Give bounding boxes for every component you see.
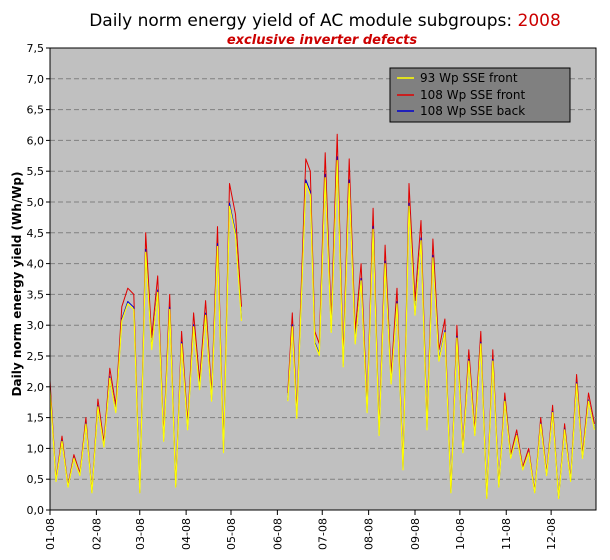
y-tick-label: 3,0 [27,319,45,332]
y-tick-label: 4,5 [27,227,45,240]
x-tick-label: 05-08 [225,518,238,550]
legend-label-108-front: 108 Wp SSE front [420,88,525,102]
series-0 [49,159,596,500]
legend-label-93-front: 93 Wp SSE front [420,71,518,85]
x-tick-label: 07-08 [316,518,329,550]
legend-label-108-back: 108 Wp SSE back [420,104,525,118]
x-tick-label: 11-08 [500,518,513,550]
y-tick-label: 0,5 [27,473,45,486]
y-tick-label: 3,5 [27,288,45,301]
x-tick-label: 08-08 [363,518,376,550]
y-tick-label: 7,5 [27,42,45,55]
y-tick-label: 4,0 [27,258,45,271]
x-tick-label: 02-08 [90,518,103,550]
y-tick-label: 1,0 [27,442,45,455]
y-tick-label: 6,5 [27,104,45,117]
y-tick-label: 1,5 [27,412,45,425]
y-tick-label: 7,0 [27,73,45,86]
series-line-segment [287,159,596,500]
y-tick-label: 6,0 [27,134,45,147]
y-tick-label: 2,5 [27,350,45,363]
y-tick-label: 5,5 [27,165,45,178]
y-axis: 0,0 0,5 1,0 1,5 2,0 2,5 3,0 3,5 4,0 4,5 5,0 5,5 6,0 6… [27,42,50,517]
x-tick-label: 09-08 [409,518,422,550]
x-tick-label: 01-08 [44,518,57,550]
x-tick-label: 03-08 [134,518,147,550]
x-axis: 01-08 02-08 03-08 04-08 05-08 06-08 07-08 08-08… [44,510,558,550]
chart-title: Daily norm energy yield of AC module sub… [89,11,561,31]
chart-subtitle: exclusive inverter defects [227,33,418,48]
y-tick-label: 5,0 [27,196,45,209]
y-tick-label: 0,0 [27,504,45,517]
legend: 93 Wp SSE front 108 Wp SSE front 108 Wp … [389,67,571,123]
x-tick-label: 06-08 [271,518,284,550]
y-tick-label: 2,0 [27,381,45,394]
legend-box [389,67,571,123]
x-tick-label: 04-08 [180,518,193,550]
y-axis-label: Daily norm energy yield (Wh/Wp) [10,172,24,397]
series-lines [49,133,596,500]
x-tick-label: 10-08 [454,518,467,550]
series-line-segment [49,205,243,494]
x-tick-label: 12-08 [545,518,558,550]
